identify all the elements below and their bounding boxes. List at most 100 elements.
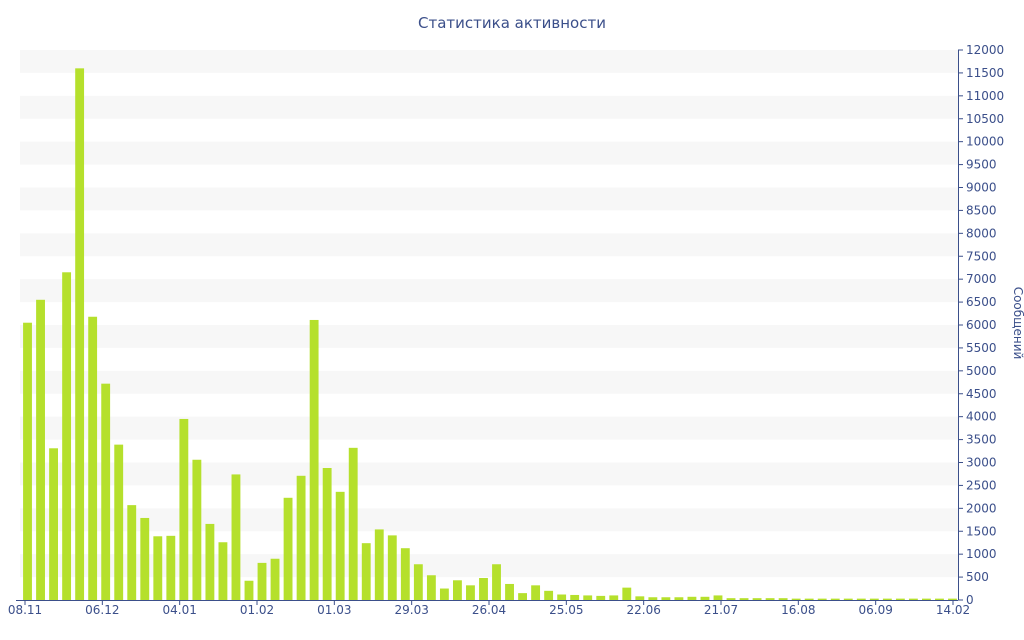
bar [596,595,606,601]
y-tick-label: 8000 [966,226,997,240]
y-tick-label: 11000 [966,89,1004,103]
bar [218,542,228,600]
bar [700,596,710,600]
bar [192,459,202,600]
y-tick-label: 8500 [966,203,997,217]
grid-band [20,325,958,348]
grid-band [20,416,958,440]
grid-band [20,554,958,578]
bar [231,474,241,600]
y-tick-label: 9000 [966,181,997,195]
bar [648,597,658,600]
bar [88,316,98,600]
bar [661,597,671,600]
bar [114,444,124,601]
bar [687,596,697,600]
y-tick-label: 2500 [966,478,997,492]
bar [765,598,775,600]
bar [544,590,554,600]
x-tick-label: 04.01 [162,603,196,617]
bar [609,595,619,600]
bars [23,68,957,601]
y-tick-label: 1500 [966,524,997,538]
bar [413,564,423,600]
bar [791,598,801,601]
bar [75,68,85,600]
bar [361,543,371,600]
y-tick-label: 1000 [966,547,997,561]
grid-band [20,50,958,73]
bar [23,322,32,600]
grid-band [20,462,958,486]
x-tick-label: 06.09 [858,603,892,617]
bar [570,594,580,600]
grid-band [20,370,958,394]
y-tick-label: 12000 [966,43,1004,57]
x-tick-label: 01.03 [317,603,351,617]
bar [856,598,866,601]
bar [335,491,345,600]
bar [492,564,501,600]
grid-band [20,187,958,211]
bar [869,598,879,601]
y-tick-label: 2000 [966,501,997,515]
bar [557,594,567,600]
y-tick-label: 500 [966,570,989,584]
y-tick-label: 10000 [966,135,1004,149]
bar [374,529,384,600]
x-tick-label: 25.05 [549,603,583,617]
bar [439,588,449,600]
bar [804,598,814,601]
bar [778,598,788,600]
bar [36,299,45,600]
x-tick-label: 29.03 [394,603,428,617]
y-tick-label: 7000 [966,272,997,286]
y-tick-label: 7500 [966,249,997,263]
bar [140,517,150,600]
y-tick-label: 4500 [966,387,997,401]
bar [49,448,58,600]
x-tick-label: 08.11 [8,603,42,617]
grid-band [20,279,958,303]
y-tick-label: 4000 [966,410,997,424]
bar [257,562,267,601]
bar [466,585,475,600]
bar [283,497,293,600]
bar [348,447,358,600]
bar [922,598,931,601]
bar [101,383,111,600]
bar [270,558,280,600]
bar [453,580,462,600]
bar [387,535,397,601]
bar [179,418,189,600]
grid-band [20,141,958,165]
bar [713,595,723,600]
bar [948,598,957,601]
bar [505,583,514,600]
bar [127,505,137,601]
y-tick-label: 11500 [966,66,1004,80]
bar [322,468,332,600]
bar [518,593,527,601]
bar [882,598,892,601]
bar [583,595,593,600]
y-tick-label: 0 [966,593,974,607]
bar [830,598,840,601]
bar [935,598,944,601]
grid-band [20,233,958,257]
x-axis: 08.11 06.12 04.01 01.02 01.03 29.03 26.04 25.05… [8,600,970,617]
y-tick-label: 5500 [966,341,997,355]
bar [895,598,905,601]
y-tick-label: 6500 [966,295,997,309]
bar [479,578,488,600]
y-tick-label: 10500 [966,112,1004,126]
x-tick-label: 14.02 [936,603,970,617]
y-tick-label: 3000 [966,456,997,470]
x-tick-label: 16.08 [781,603,815,617]
bar [908,598,918,601]
grid-band [20,95,958,119]
plot-bands [20,50,958,578]
bar [531,585,541,600]
y-axis-title: Сообщений [1011,287,1024,360]
